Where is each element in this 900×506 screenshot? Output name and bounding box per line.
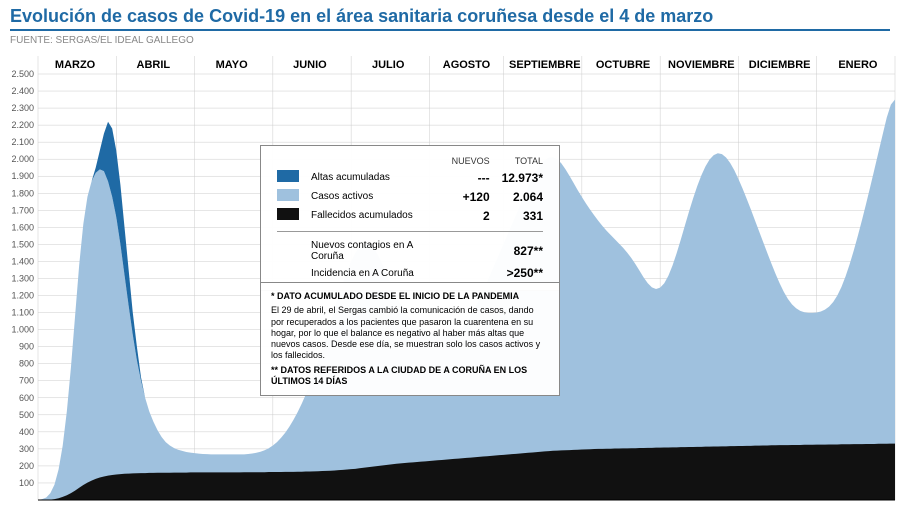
title-rule (10, 29, 890, 31)
svg-text:JULIO: JULIO (372, 59, 405, 71)
svg-text:1.600: 1.600 (11, 222, 34, 232)
svg-text:AGOSTO: AGOSTO (443, 59, 491, 71)
chart-container: Evolución de casos de Covid-19 en el áre… (0, 0, 900, 506)
svg-text:1.900: 1.900 (11, 171, 34, 181)
legend-box: NUEVOSTOTALAltas acumuladas---12.973*Cas… (260, 145, 560, 291)
svg-text:2.100: 2.100 (11, 137, 34, 147)
svg-text:OCTUBRE: OCTUBRE (596, 59, 650, 71)
chart-title: Evolución de casos de Covid-19 en el áre… (10, 6, 890, 27)
svg-text:2.000: 2.000 (11, 154, 34, 164)
svg-text:1.800: 1.800 (11, 188, 34, 198)
title-bar: Evolución de casos de Covid-19 en el áre… (0, 0, 900, 35)
svg-text:1.100: 1.100 (11, 308, 34, 318)
svg-text:1.300: 1.300 (11, 273, 34, 283)
svg-text:300: 300 (19, 444, 34, 454)
svg-text:1.000: 1.000 (11, 325, 34, 335)
svg-text:900: 900 (19, 342, 34, 352)
svg-text:ENERO: ENERO (838, 59, 878, 71)
svg-text:DICIEMBRE: DICIEMBRE (749, 59, 811, 71)
svg-text:SEPTIEMBRE: SEPTIEMBRE (509, 59, 581, 71)
svg-text:ABRIL: ABRIL (137, 59, 171, 71)
svg-text:800: 800 (19, 359, 34, 369)
svg-text:2.200: 2.200 (11, 120, 34, 130)
svg-text:2.500: 2.500 (11, 69, 34, 79)
svg-text:600: 600 (19, 393, 34, 403)
svg-text:MAYO: MAYO (216, 59, 248, 71)
note-box: * DATO ACUMULADO DESDE EL INICIO DE LA P… (260, 282, 560, 396)
svg-text:200: 200 (19, 461, 34, 471)
svg-text:1.200: 1.200 (11, 291, 34, 301)
svg-text:1.700: 1.700 (11, 205, 34, 215)
svg-text:500: 500 (19, 410, 34, 420)
svg-text:2.400: 2.400 (11, 86, 34, 96)
svg-text:400: 400 (19, 427, 34, 437)
svg-text:1.500: 1.500 (11, 239, 34, 249)
svg-text:MARZO: MARZO (55, 59, 96, 71)
svg-text:NOVIEMBRE: NOVIEMBRE (668, 59, 735, 71)
chart-source: FUENTE: SERGAS/EL IDEAL GALLEGO (10, 35, 900, 46)
svg-text:2.300: 2.300 (11, 103, 34, 113)
svg-text:1.400: 1.400 (11, 256, 34, 266)
svg-text:JUNIO: JUNIO (293, 59, 327, 71)
chart-wrap: 100 200 300 400 500 600 700 800 900 1.000 1.100 1.2… (0, 50, 900, 506)
svg-text:100: 100 (19, 478, 34, 488)
svg-text:700: 700 (19, 376, 34, 386)
